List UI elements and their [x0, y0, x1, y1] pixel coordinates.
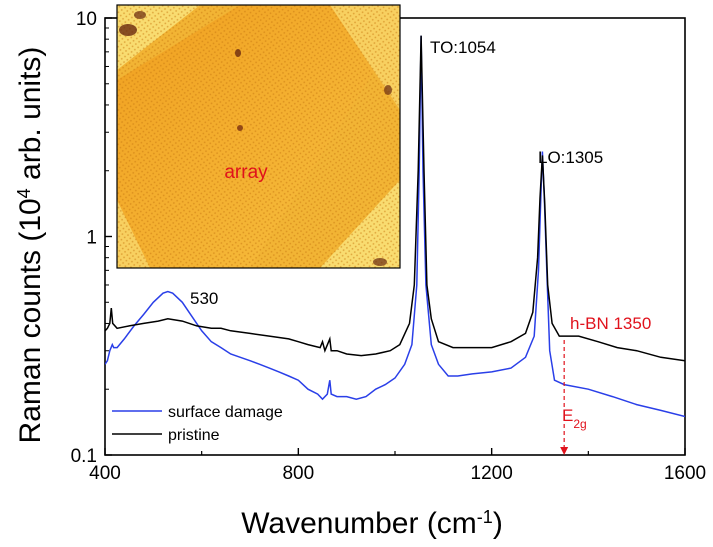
y-axis-title: Raman counts (104 arb. units) — [14, 47, 47, 444]
inset-optical-image: array — [116, 4, 401, 269]
y-tick-label: 1 — [86, 228, 97, 249]
x-axis-title: Wavenumber (cm-1) — [241, 507, 503, 540]
hbn-marker: h-BN 1350 E2g — [560, 314, 651, 455]
inset-label: array — [224, 162, 268, 183]
series-line-pristine — [105, 35, 685, 362]
x-tick-label: 1200 — [471, 463, 513, 484]
x-axis: 400 800 1200 1600 — [89, 448, 706, 484]
x-tick-label: 800 — [282, 463, 314, 484]
e2g-label: E2g — [562, 406, 587, 431]
legend: surface damage pristine — [112, 404, 283, 444]
hbn-marker-label: h-BN 1350 — [570, 314, 651, 333]
series-line-surface-damage — [105, 35, 685, 418]
y-tick-label: 0.1 — [71, 446, 97, 467]
legend-label-pristine: pristine — [168, 427, 220, 444]
x-tick-label: 1600 — [664, 463, 706, 484]
y-tick-label: 10 — [76, 9, 97, 30]
annotation-530: 530 — [190, 289, 218, 308]
legend-label-surface-damage: surface damage — [168, 404, 283, 421]
annotation-to-1054: TO:1054 — [430, 38, 496, 57]
x-tick-label: 400 — [89, 463, 121, 484]
annotation-lo-1305: LO:1305 — [538, 148, 603, 167]
y-axis: 0.1 1 10 — [71, 9, 112, 467]
hbn-marker-arrow — [560, 447, 569, 455]
